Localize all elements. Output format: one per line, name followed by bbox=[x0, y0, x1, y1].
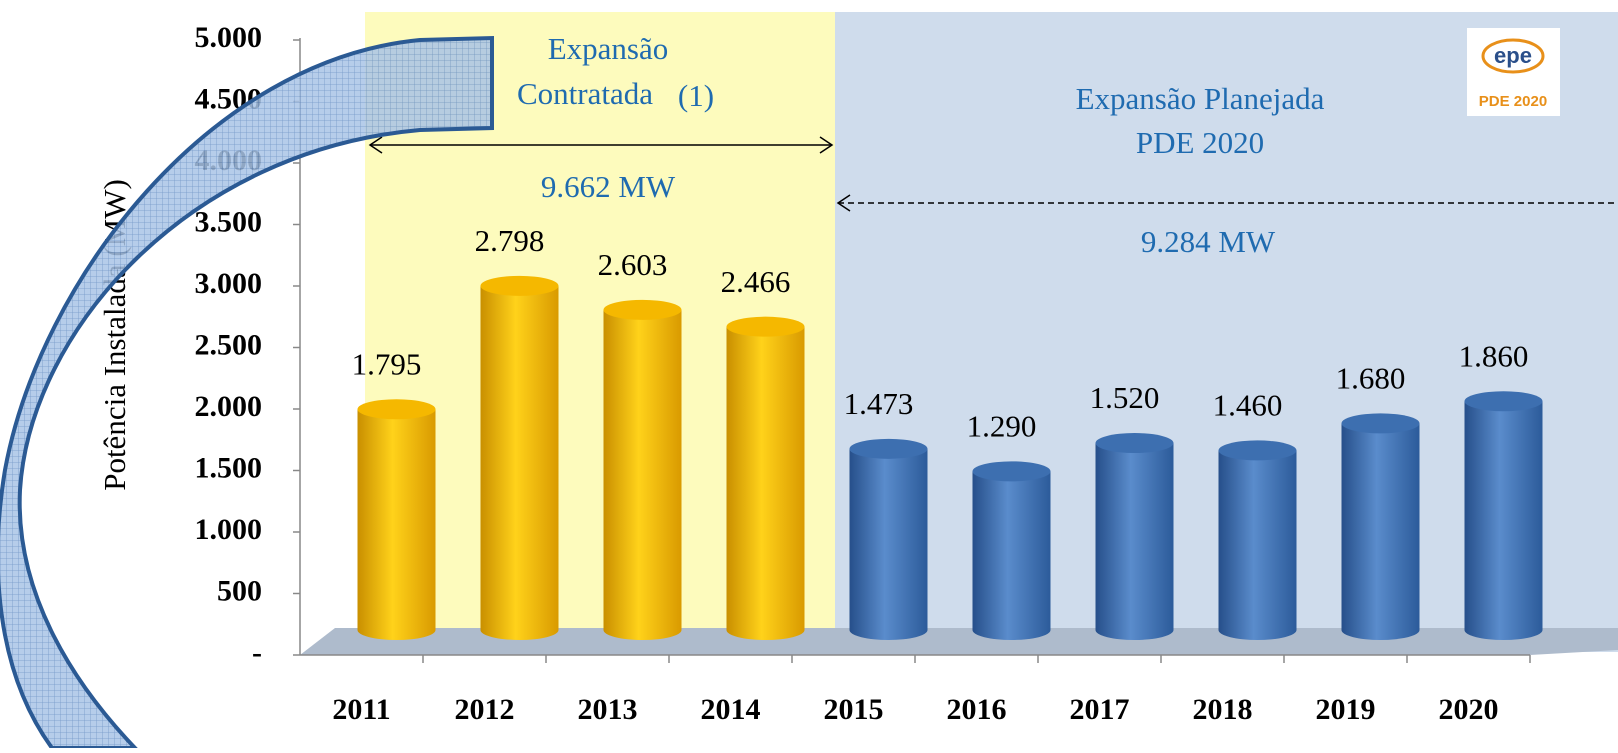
data-label: 1.795 bbox=[352, 346, 422, 381]
bar bbox=[726, 326, 805, 640]
logo-plan: PDE 2020 bbox=[1479, 93, 1547, 110]
x-tick-label: 2014 bbox=[701, 693, 761, 726]
bar-top bbox=[1341, 413, 1420, 434]
bar bbox=[1341, 423, 1420, 640]
bar bbox=[972, 471, 1051, 640]
bar-top bbox=[480, 275, 559, 296]
bar bbox=[480, 285, 559, 640]
y-tick-label: 2.000 bbox=[195, 390, 263, 423]
x-tick-label: 2013 bbox=[578, 693, 638, 726]
bar-top bbox=[726, 316, 805, 337]
bar bbox=[603, 309, 682, 640]
data-label: 2.798 bbox=[475, 223, 545, 258]
annotation: Expansão Planejada bbox=[1076, 81, 1325, 116]
y-tick-label: 3.000 bbox=[195, 267, 263, 300]
data-label: 2.466 bbox=[721, 264, 791, 299]
bar bbox=[1095, 443, 1174, 640]
annotation-note: (1) bbox=[678, 78, 714, 113]
bar bbox=[357, 409, 436, 640]
arrow-head bbox=[368, 136, 834, 154]
annotation-total: 9.284 MW bbox=[1141, 224, 1276, 259]
bar-top bbox=[849, 438, 928, 459]
x-tick-label: 2018 bbox=[1193, 693, 1253, 726]
bar bbox=[1218, 450, 1297, 640]
bar bbox=[1464, 401, 1543, 640]
y-tick-label: 2.500 bbox=[195, 328, 263, 361]
bar-top bbox=[1218, 440, 1297, 461]
annotation: Expansão bbox=[548, 31, 669, 66]
data-label: 1.473 bbox=[844, 386, 914, 421]
x-tick-label: 2016 bbox=[947, 693, 1007, 726]
data-label: 2.603 bbox=[598, 247, 668, 282]
x-tick-label: 2011 bbox=[332, 693, 390, 726]
y-tick-label: 1.500 bbox=[195, 451, 263, 484]
y-tick-label: 5.000 bbox=[195, 21, 263, 54]
logo-ring bbox=[1481, 38, 1545, 74]
bar bbox=[849, 448, 928, 640]
bar-top bbox=[1464, 391, 1543, 412]
y-tick-label: 1.000 bbox=[195, 513, 263, 546]
x-tick-label: 2017 bbox=[1070, 693, 1130, 726]
y-tick-label: 500 bbox=[217, 574, 262, 607]
data-label: 1.290 bbox=[967, 408, 1037, 443]
annotation-total: 9.662 MW bbox=[541, 169, 676, 204]
data-label: 1.680 bbox=[1336, 360, 1406, 395]
y-tick-label: 3.500 bbox=[195, 205, 263, 238]
x-tick-label: 2015 bbox=[824, 693, 884, 726]
y-tick-label: - bbox=[252, 636, 262, 669]
bar-top bbox=[603, 299, 682, 320]
arrow-head bbox=[836, 194, 851, 212]
annotation: PDE 2020 bbox=[1136, 125, 1264, 160]
x-tick-label: 2012 bbox=[455, 693, 515, 726]
logo-text: epe bbox=[1494, 43, 1532, 68]
x-tick-label: 2020 bbox=[1439, 693, 1499, 726]
x-tick-label: 2019 bbox=[1316, 693, 1376, 726]
annotation: Contratada bbox=[517, 76, 653, 111]
bar-top bbox=[1095, 433, 1174, 454]
bar-top bbox=[972, 461, 1051, 482]
bar-top bbox=[357, 399, 436, 420]
data-label: 1.460 bbox=[1213, 388, 1283, 423]
data-label: 1.860 bbox=[1459, 338, 1529, 373]
data-label: 1.520 bbox=[1090, 380, 1160, 415]
